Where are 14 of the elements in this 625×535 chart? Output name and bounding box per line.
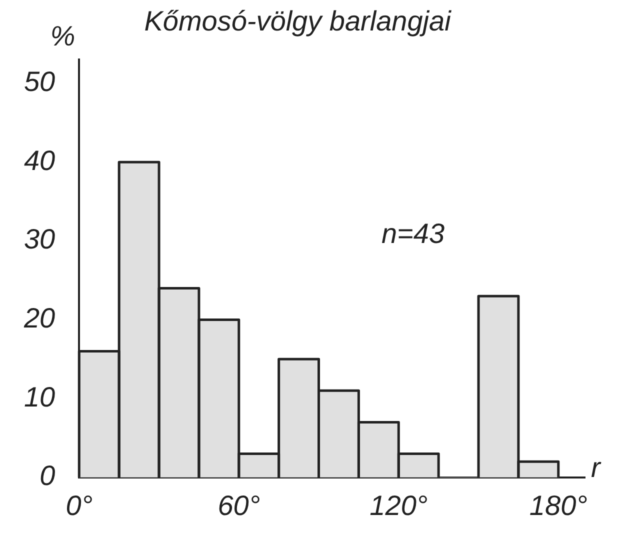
x-tick-label: 180°	[529, 490, 588, 521]
chart-title: Kőmosó-völgy barlangjai	[144, 6, 452, 37]
x-tick-label: 0°	[66, 490, 93, 521]
x-tick-label: 60°	[218, 490, 260, 521]
y-tick-label: 30	[24, 224, 56, 255]
y-tick-label: 10	[24, 381, 56, 412]
y-tick-label: 40	[24, 144, 56, 176]
annotation: n=43	[381, 218, 445, 249]
y-axis-title: %	[50, 20, 76, 52]
y-tick-label: 0	[40, 460, 56, 492]
x-tick-label: 120°	[370, 490, 428, 521]
x-axis-title: r	[591, 452, 602, 484]
y-tick-label: 20	[22, 302, 56, 334]
y-tick-label: 50	[24, 66, 56, 98]
